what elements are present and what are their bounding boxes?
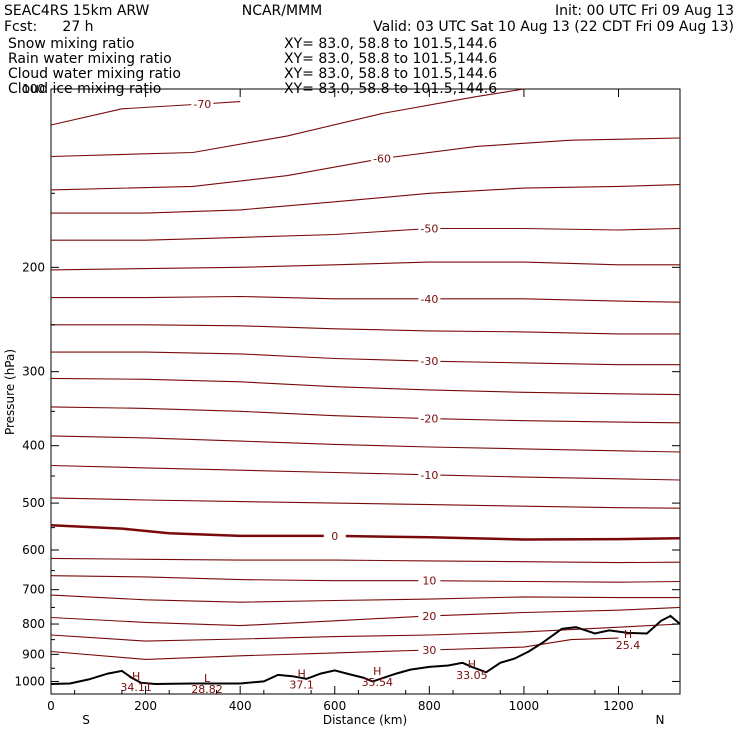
legend-cloudwater-xy: XY= 83.0, 58.8 to 101.5,144.6 [284,66,497,82]
isotherm--20 [50,406,681,424]
x-tick-label-400: 400 [229,699,252,713]
isotherm--55 [51,184,681,214]
isotherm-label--40: -40 [420,293,438,306]
isotherm-label-10: 10 [422,575,436,588]
extremum-marker-3: H [373,665,381,678]
isotherm--30 [51,351,680,366]
isotherm--5 [50,497,681,509]
isotherm--65 [50,88,524,158]
terrain-line [50,614,681,686]
extremum-value-5: 25.4 [616,639,641,652]
isotherm-label--50: -50 [420,223,438,236]
isotherm--70 [50,101,241,126]
isotherm-label-bg--60 [371,151,394,165]
plot-frame [50,88,681,695]
y-tick-label-500: 500 [22,496,45,510]
extremum-value-4: 33.05 [456,669,488,682]
isotherm--10 [50,464,681,481]
isotherm--50 [51,227,681,241]
isotherm--40 [51,295,681,303]
extremum-marker-4: H [468,658,476,671]
isotherm-layer: -70 -60 -50 -40 -30 -20 -10 0 10 20 30 [50,88,681,660]
y-tick-label-400: 400 [22,439,45,453]
model-title: SEAC4RS 15km ARW [4,3,150,19]
extremum-value-1: 28.82 [191,683,223,696]
y-tick-label-900: 900 [22,647,45,661]
x-tick-label-1200: 1200 [603,699,634,713]
y-tick-label-600: 600 [22,543,45,557]
extremum-marker-0: H [132,670,140,683]
extremum-marker-2: H [298,668,306,681]
isotherm-5 [50,557,681,564]
y-tick-label-200: 200 [22,260,45,274]
y-tick-label-1000: 1000 [14,674,45,688]
isotherm-0 [50,524,681,541]
isotherm-label-bg--30 [418,354,441,368]
org-label: NCAR/MMM [242,3,323,19]
y-tick-label-100: 100 [22,82,45,96]
endpoint-north: N [656,713,665,727]
legend-rain-label: Rain water mixing ratio [8,51,172,67]
endpoint-south: S [82,713,90,727]
isotherm-15 [50,594,680,603]
extremum-marker-1: L [204,672,211,685]
legend-snow-xy: XY= 83.0, 58.8 to 101.5,144.6 [284,36,497,52]
isotherm--35 [51,324,680,335]
valid-time: Valid: 03 UTC Sat 10 Aug 13 (22 CDT Fri … [373,19,734,35]
isotherm-label--10: -10 [420,469,438,482]
isotherm-label--20: -20 [420,413,438,426]
isotherm-30 [50,637,619,660]
forecast-label: Fcst: [4,19,37,35]
y-tick-label-300: 300 [22,365,45,379]
legend-snow-label: Snow mixing ratio [8,36,134,52]
init-time: Init: 00 UTC Fri 09 Aug 13 [555,3,734,19]
isotherm-label--30: -30 [420,355,438,368]
isotherm-label-bg--20 [418,411,441,425]
isotherm-25 [50,623,681,642]
x-tick-label-1000: 1000 [509,699,540,713]
isotherm-10 [50,575,681,583]
isotherm-label-30: 30 [422,644,436,657]
isotherm-label-0: 0 [331,530,338,543]
isotherm-label--60: -60 [373,152,391,165]
isotherm--45 [50,261,680,271]
y-tick-label-700: 700 [22,583,45,597]
legend-cloudwater-label: Cloud water mixing ratio [8,66,181,82]
extremum-value-3: 35.54 [362,676,394,689]
legend-rain-xy: XY= 83.0, 58.8 to 101.5,144.6 [284,51,497,67]
x-tick-label-0: 0 [47,699,55,713]
terrain-layer [50,614,681,686]
isotherm-label-bg-30 [418,643,441,657]
isotherm-label-bg--50 [418,221,441,235]
isotherm-label-20: 20 [422,610,436,623]
x-axis-ticks: 0 200 400 600 800 1000 1200 [47,89,643,713]
x-tick-label-200: 200 [134,699,157,713]
isotherm-label--70: -70 [193,98,211,111]
x-tick-label-800: 800 [418,699,441,713]
isotherm--60 [50,137,681,191]
x-tick-label-600: 600 [323,699,346,713]
isotherm-label-bg--10 [418,467,441,481]
isotherm-label-bg-10 [418,573,441,587]
isotherm-20 [50,606,681,627]
isotherm-label-bg--40 [418,291,441,305]
extremum-value-0: 34.11 [120,681,152,694]
isotherm-label-bg--70 [191,96,214,110]
isotherm-label-bg-20 [418,608,441,622]
isotherm--15 [50,435,681,453]
extremum-marker-5: H [624,628,632,641]
isotherm--25 [50,377,681,396]
x-axis-label: Distance (km) [323,713,407,727]
extremum-value-2: 37.1 [289,679,314,692]
forecast-hours: 27 h [62,19,93,35]
isotherm-label-bg-0 [323,528,346,542]
y-tick-label-800: 800 [22,617,45,631]
y-axis-label: Pressure (hPa) [3,349,17,435]
